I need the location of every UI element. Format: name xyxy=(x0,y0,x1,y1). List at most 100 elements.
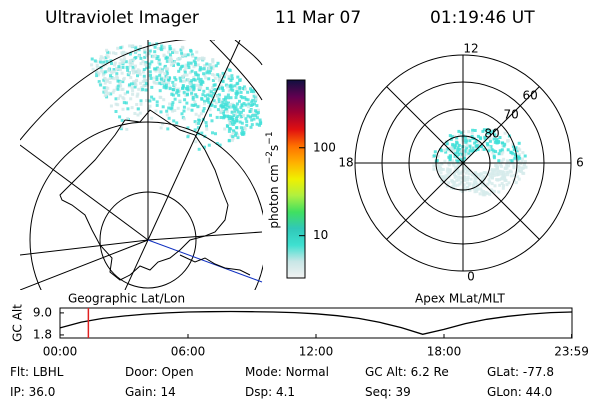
aurora-pixel xyxy=(479,137,483,141)
aurora-pixel xyxy=(181,85,185,89)
aurora-pixel xyxy=(205,124,208,128)
aurora-pixel xyxy=(141,60,145,64)
aurora-pixel xyxy=(159,126,163,130)
aurora-pixel xyxy=(91,67,95,71)
aurora-pixel xyxy=(243,127,247,131)
aurora-pixel xyxy=(150,85,154,89)
exponent: −1 xyxy=(265,131,275,144)
field: Gain: 14 xyxy=(125,385,176,399)
date: 11 Mar 07 xyxy=(275,8,361,28)
aurora-pixel xyxy=(119,46,123,50)
aurora-pixel xyxy=(230,115,234,119)
aurora-pixel xyxy=(128,83,131,87)
aurora-pixel xyxy=(245,120,249,124)
aurora-pixel xyxy=(105,92,109,96)
aurora-pixel xyxy=(221,79,225,83)
aurora-pixel xyxy=(106,50,110,54)
aurora-pixel xyxy=(119,58,123,62)
aurora-pixel xyxy=(495,173,499,177)
aurora-pixel xyxy=(145,82,148,86)
aurora-pixel xyxy=(503,177,506,181)
aurora-pixel xyxy=(124,101,128,105)
aurora-pixel xyxy=(219,84,223,88)
aurora-pixel xyxy=(135,79,139,83)
aurora-pixel xyxy=(203,64,206,68)
aurora-pixel xyxy=(457,178,461,182)
aurora-pixel xyxy=(478,174,482,178)
aurora-pixel xyxy=(199,112,203,116)
aurora-pixel xyxy=(213,77,217,80)
aurora-pixel xyxy=(171,61,175,65)
aurora-pixel xyxy=(448,157,452,161)
aurora-pixel xyxy=(148,104,152,108)
aurora-pixel xyxy=(492,171,496,175)
aurora-pixel xyxy=(488,137,492,141)
aurora-pixel xyxy=(157,81,161,85)
aurora-pixel xyxy=(161,105,165,109)
aurora-pixel xyxy=(145,99,148,102)
aurora-pixel xyxy=(515,149,519,153)
aurora-pixel xyxy=(440,168,444,171)
x-tick-label: 12:00 xyxy=(299,345,334,359)
aurora-pixel xyxy=(126,68,130,72)
aurora-pixel xyxy=(500,159,504,163)
aurora-pixel xyxy=(171,51,174,54)
aurora-pixel xyxy=(216,108,220,112)
aurora-pixel xyxy=(167,78,170,82)
aurora-pixel xyxy=(186,92,189,96)
field-label: Seq: xyxy=(365,385,392,399)
aurora-pixel xyxy=(124,60,128,64)
aurora-pixel xyxy=(470,135,474,138)
aurora-pixel xyxy=(456,159,460,163)
aurora-pixel xyxy=(242,131,246,134)
aurora-pixel xyxy=(212,99,216,103)
mlt-label: 18 xyxy=(338,156,353,170)
aurora-pixel xyxy=(118,62,122,66)
aurora-pixel xyxy=(498,136,502,139)
aurora-pixel xyxy=(505,183,509,187)
aurora-pixel xyxy=(130,106,134,110)
aurora-pixel xyxy=(492,156,496,160)
aurora-pixel xyxy=(198,66,202,70)
aurora-pixel xyxy=(190,79,194,83)
aurora-pixel xyxy=(134,46,138,50)
aurora-pixel xyxy=(468,139,472,143)
aurora-pixel xyxy=(194,140,198,144)
aurora-pixel xyxy=(128,44,132,48)
aurora-pixel xyxy=(252,90,256,94)
aurora-pixel xyxy=(181,75,184,78)
aurora-pixel xyxy=(238,86,242,89)
aurora-pixel xyxy=(239,90,243,94)
aurora-pixel xyxy=(503,166,507,170)
aurora-pixel xyxy=(107,68,110,72)
aurora-pixel xyxy=(252,117,256,121)
aurora-pixel xyxy=(195,83,199,87)
aurora-pixel xyxy=(198,80,202,84)
aurora-pixel xyxy=(122,59,126,63)
aurora-pixel xyxy=(523,160,527,163)
aurora-pixel xyxy=(456,183,460,187)
aurora-pixel xyxy=(109,92,113,96)
aurora-pixel xyxy=(496,178,500,182)
aurora-pixel xyxy=(121,50,125,54)
aurora-pixel xyxy=(114,97,118,101)
aurora-pixel xyxy=(128,52,132,56)
aurora-pixel xyxy=(439,148,443,151)
aurora-pixel xyxy=(463,138,467,142)
aurora-pixel xyxy=(141,87,145,91)
aurora-pixel xyxy=(185,73,189,77)
aurora-pixel xyxy=(492,173,496,177)
aurora-pixel xyxy=(227,138,231,142)
aurora-pixel xyxy=(123,57,127,61)
aurora-pixel xyxy=(514,154,518,158)
aurora-pixel xyxy=(488,139,492,143)
colorbar-label: photon cm−2s−1 xyxy=(265,131,281,228)
aurora-pixel xyxy=(506,173,510,177)
aurora-pixel xyxy=(230,85,234,89)
aurora-pixel xyxy=(235,108,239,112)
aurora-pixel xyxy=(114,52,118,56)
aurora-pixel xyxy=(158,73,162,77)
aurora-pixel xyxy=(160,80,164,84)
aurora-pixel xyxy=(224,103,228,106)
aurora-pixel xyxy=(494,150,498,154)
